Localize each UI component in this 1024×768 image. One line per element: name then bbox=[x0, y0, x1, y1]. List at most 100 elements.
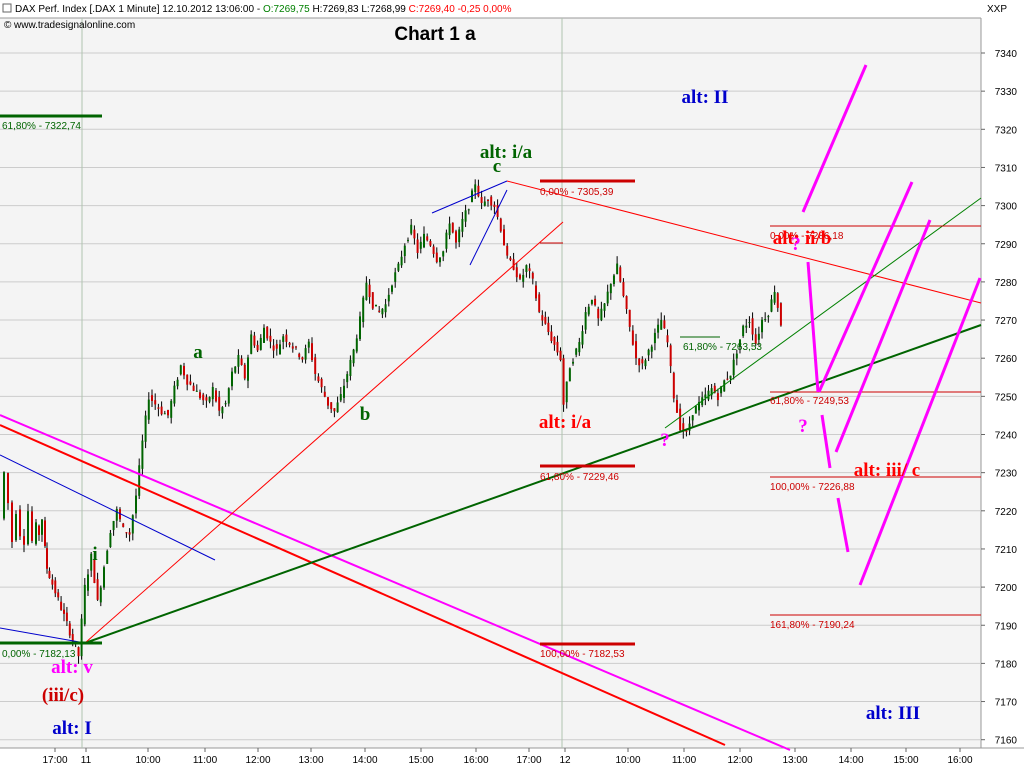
x-tick-label: 16:00 bbox=[947, 755, 972, 766]
candle-body bbox=[160, 406, 163, 415]
wave-label: ? bbox=[660, 430, 670, 451]
candle-body bbox=[535, 285, 537, 299]
y-tick-label: 7290 bbox=[995, 240, 1018, 251]
candle-body bbox=[272, 345, 275, 351]
candle-body bbox=[195, 390, 198, 392]
candle-body bbox=[550, 331, 553, 341]
source-label: www.tradesignalonline.com bbox=[13, 20, 135, 31]
candle-body bbox=[735, 353, 738, 359]
candle-body bbox=[192, 385, 195, 391]
candle-body bbox=[647, 349, 650, 356]
green-support-line bbox=[84, 324, 982, 644]
candle-body bbox=[304, 348, 307, 360]
x-tick-label: 13:00 bbox=[298, 755, 323, 766]
candle-body bbox=[638, 358, 641, 366]
candle-body bbox=[54, 580, 57, 594]
red-upper-channel-line bbox=[0, 424, 726, 746]
candle-body bbox=[528, 268, 531, 271]
fib-level-label: 0,00% - 7286,18 bbox=[770, 231, 844, 242]
candle-body bbox=[474, 184, 477, 192]
candle-body bbox=[247, 357, 249, 381]
candle-body bbox=[291, 346, 294, 349]
candle-body bbox=[323, 391, 326, 397]
wave-label: a bbox=[193, 342, 203, 363]
candle-body bbox=[682, 423, 685, 432]
y-tick-label: 7170 bbox=[995, 698, 1018, 709]
wave-label: c bbox=[493, 156, 501, 177]
candle-body bbox=[403, 245, 406, 257]
candle-body bbox=[80, 618, 83, 657]
fib-level-label: 61,80% - 7249,53 bbox=[770, 396, 849, 407]
candle-body bbox=[141, 440, 144, 469]
y-tick-label: 7220 bbox=[995, 507, 1018, 518]
candle-body bbox=[757, 333, 760, 340]
candle-body bbox=[359, 316, 361, 340]
candle-body bbox=[707, 390, 710, 400]
candle-body bbox=[467, 209, 470, 211]
y-tick-label: 7310 bbox=[995, 163, 1018, 174]
candle-body bbox=[144, 415, 147, 442]
candle-body bbox=[90, 553, 93, 571]
candle-body bbox=[716, 393, 719, 401]
close-value: C:7269,40 -0,25 0,00% bbox=[409, 4, 512, 15]
candle-body bbox=[541, 315, 544, 321]
candle-body bbox=[509, 257, 512, 260]
blue-wedge-upper bbox=[431, 180, 508, 214]
candle-body bbox=[738, 339, 741, 347]
candle-body bbox=[163, 413, 166, 415]
candle-body bbox=[295, 346, 297, 348]
candle-body bbox=[779, 303, 782, 326]
y-tick-label: 7160 bbox=[995, 736, 1018, 747]
candle-body bbox=[147, 399, 150, 420]
candle-body bbox=[103, 567, 105, 588]
candle-body bbox=[704, 394, 707, 398]
y-tick-label: 7240 bbox=[995, 431, 1018, 442]
candle-body bbox=[679, 408, 682, 431]
candle-body bbox=[285, 334, 288, 342]
candle-body bbox=[327, 397, 329, 406]
fib-level-label: 61,80% - 7229,46 bbox=[540, 472, 619, 483]
candle-body bbox=[215, 390, 217, 402]
candle-body bbox=[451, 222, 454, 233]
wave-label: alt: i/a bbox=[480, 142, 533, 163]
y-tick-label: 7300 bbox=[995, 202, 1018, 213]
candle-body bbox=[575, 348, 578, 355]
candle-body bbox=[672, 372, 675, 399]
y-tick-label: 7250 bbox=[995, 392, 1018, 403]
fib-level-label: 100,00% - 7182,53 bbox=[540, 649, 625, 660]
candle-body bbox=[635, 341, 638, 359]
candle-body bbox=[355, 338, 358, 352]
candle-body bbox=[298, 353, 301, 358]
candle-body bbox=[71, 634, 74, 641]
candle-body bbox=[751, 318, 754, 335]
fib-level-label: 0,00% - 7305,39 bbox=[540, 187, 614, 198]
x-tick-label: 12:00 bbox=[245, 755, 270, 766]
candle-body bbox=[487, 200, 489, 202]
candle-body bbox=[135, 495, 137, 514]
candle-body bbox=[713, 385, 716, 393]
chart-header: DAX Perf. Index [.DAX 1 Minute] 12.10.20… bbox=[2, 3, 1007, 31]
fib-level-label: 61,80% - 7263,53 bbox=[683, 342, 762, 353]
candle-body bbox=[221, 407, 224, 414]
candle-body bbox=[269, 335, 272, 342]
x-tick-label: 14:00 bbox=[838, 755, 863, 766]
candle-body bbox=[346, 374, 349, 383]
close-box-icon[interactable] bbox=[2, 3, 12, 13]
candle-body bbox=[208, 397, 211, 402]
blue-channel-upper bbox=[0, 454, 216, 561]
candle-body bbox=[461, 218, 464, 232]
candle-body bbox=[259, 337, 262, 350]
x-tick-label: 17:00 bbox=[516, 755, 541, 766]
red-rising-line bbox=[84, 221, 564, 644]
candle-body bbox=[205, 397, 208, 401]
candle-body bbox=[559, 350, 562, 361]
candle-body bbox=[68, 623, 71, 636]
candle-body bbox=[378, 310, 381, 312]
candle-body bbox=[87, 574, 89, 591]
y-tick-label: 7280 bbox=[995, 278, 1018, 289]
candle-body bbox=[199, 392, 201, 399]
x-tick-label: 11 bbox=[81, 755, 92, 766]
fib-level-label: 100,00% - 7226,88 bbox=[770, 482, 855, 493]
candle-body bbox=[99, 587, 102, 603]
